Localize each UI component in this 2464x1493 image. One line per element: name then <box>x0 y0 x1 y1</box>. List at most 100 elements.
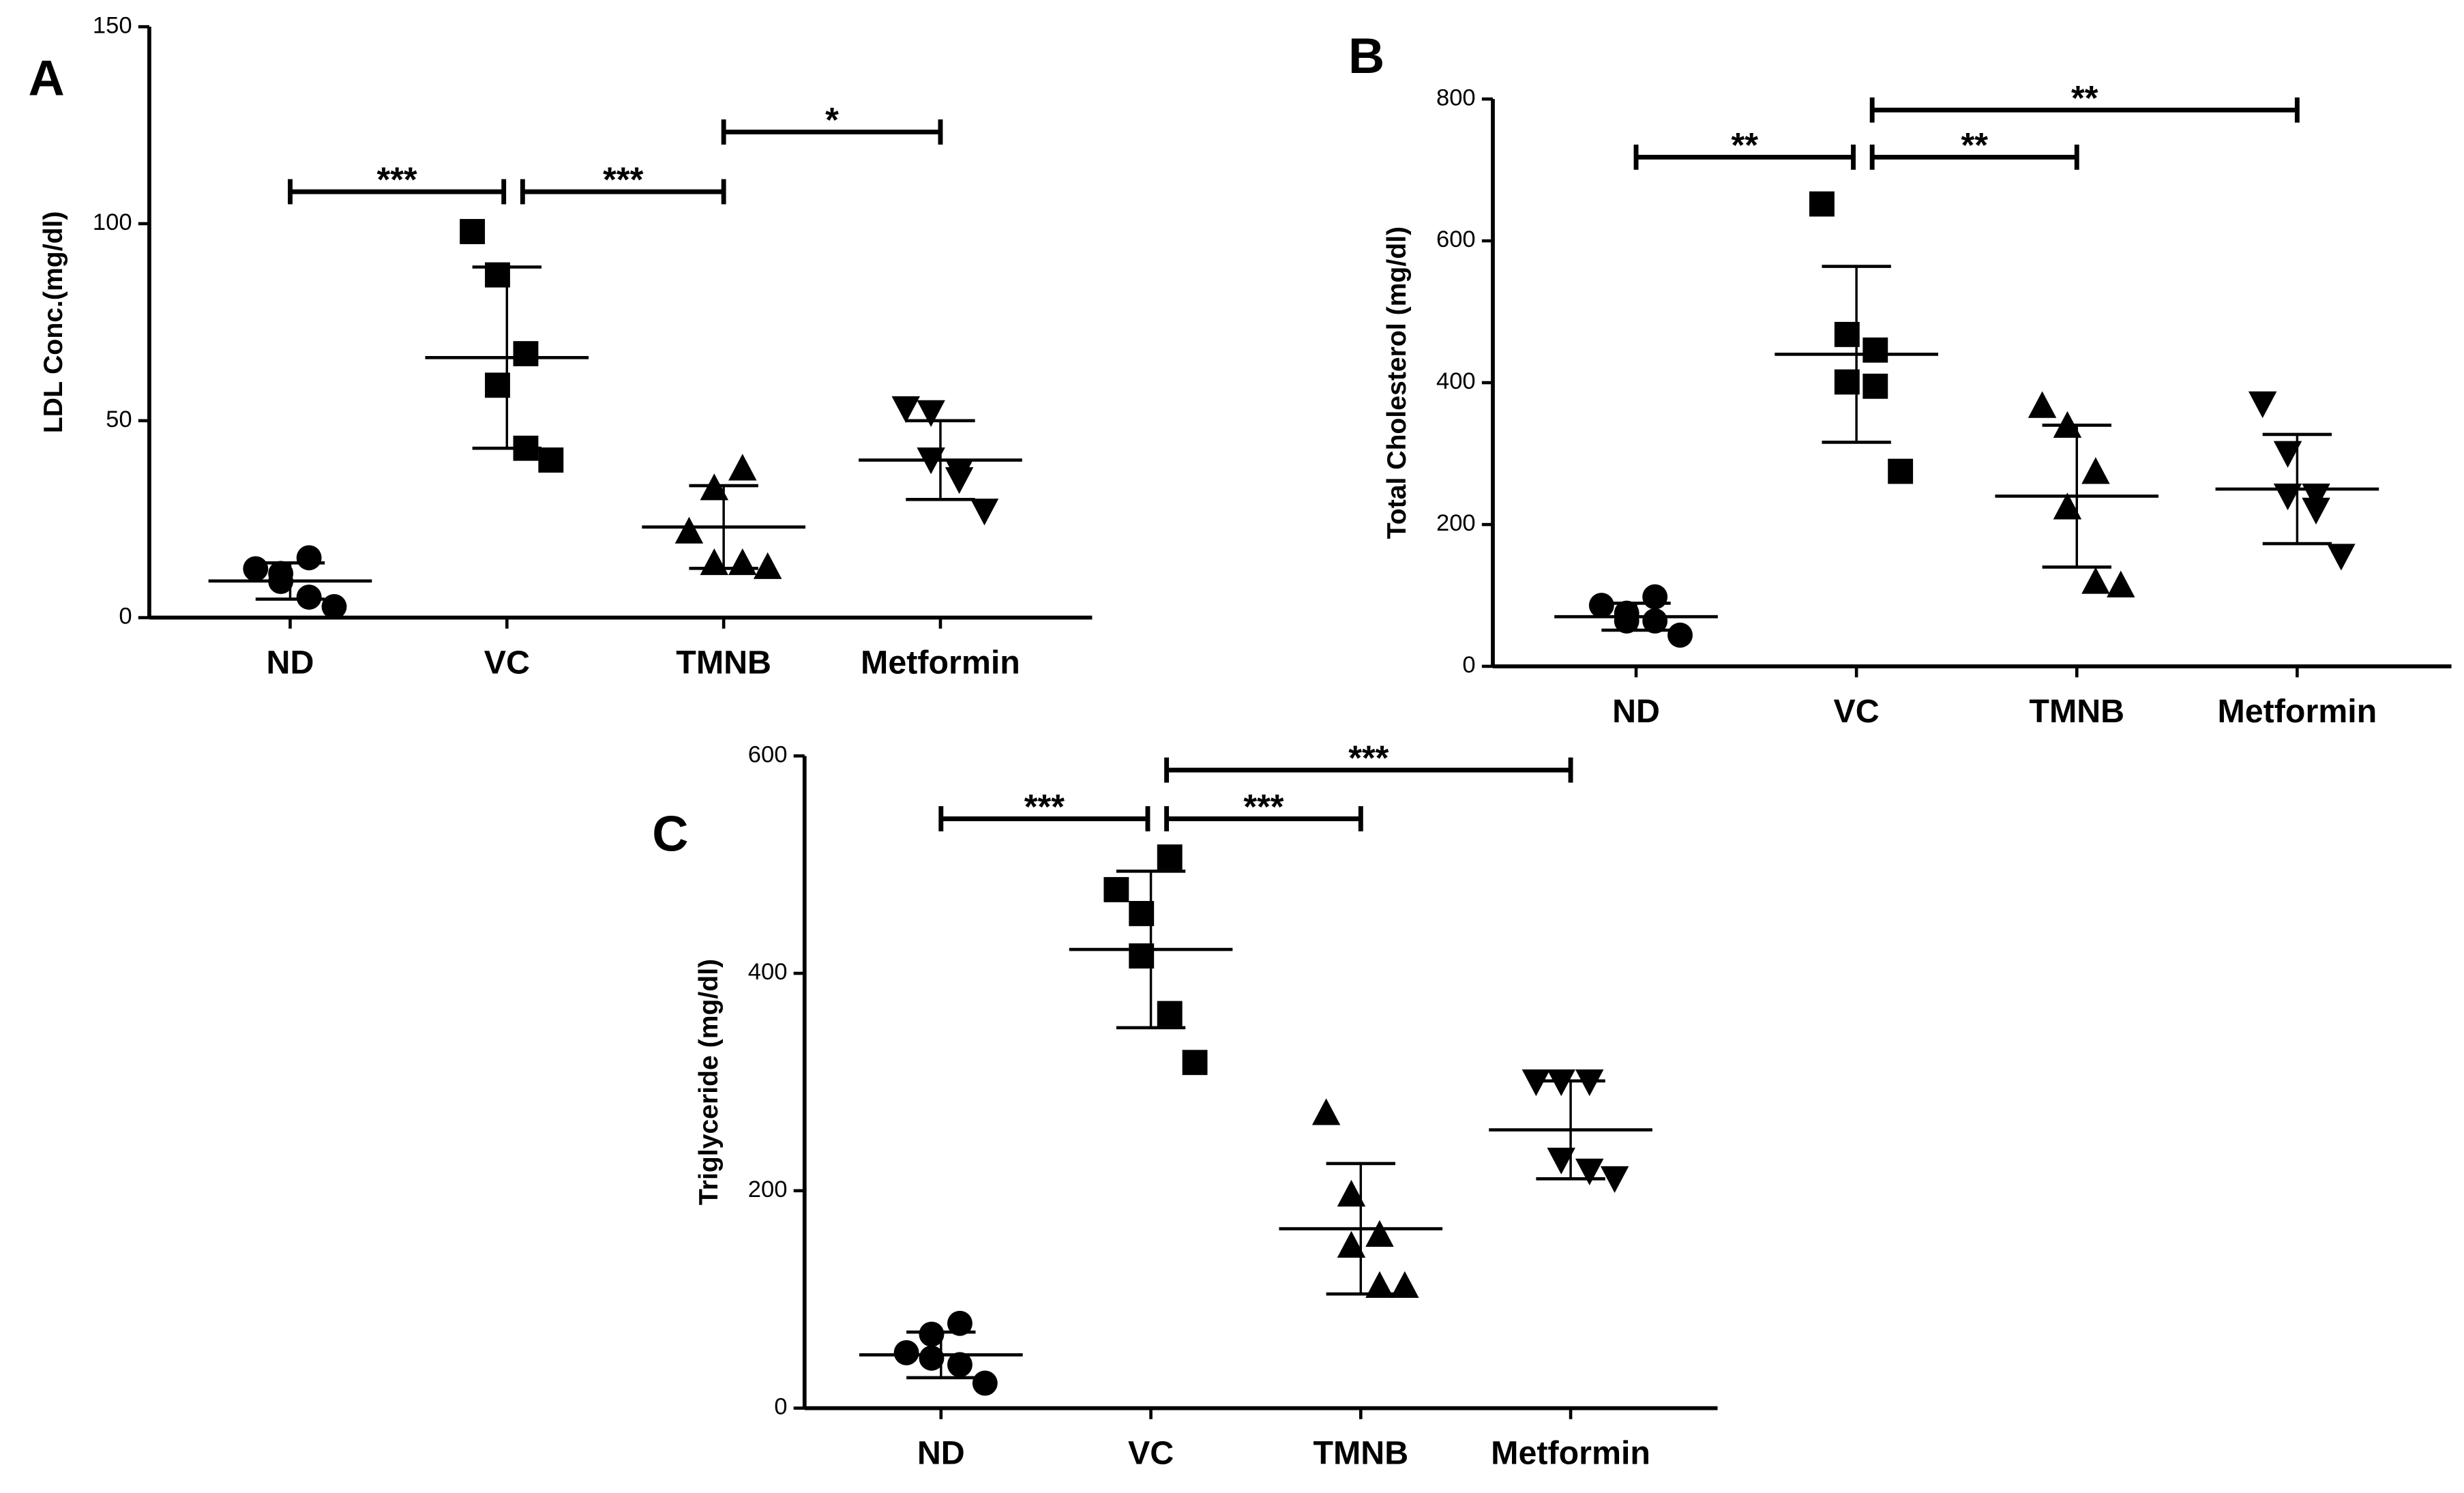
data-point <box>2327 544 2356 571</box>
data-point <box>1311 1098 1341 1125</box>
y-tick-label: 0 <box>1462 652 1475 678</box>
data-point <box>2081 567 2110 594</box>
data-point <box>947 1310 973 1336</box>
panel-label: A <box>28 49 64 106</box>
x-tick-label: TMNB <box>676 644 771 681</box>
data-point <box>947 1352 973 1378</box>
y-tick-label: 100 <box>93 209 132 235</box>
significance-label: *** <box>376 160 417 199</box>
data-point <box>460 219 486 244</box>
y-tick-label: 50 <box>106 406 132 432</box>
significance-bracket <box>1633 144 1856 170</box>
data-point <box>2107 570 2135 597</box>
data-point <box>2028 391 2057 418</box>
data-point <box>1522 1069 1551 1097</box>
significance-label: *** <box>1348 739 1389 778</box>
y-axis-label: Total Cholesterol (mg/dl) <box>1382 226 1412 539</box>
data-point <box>1103 876 1129 902</box>
panel-label: B <box>1348 27 1384 84</box>
y-tick-label: 400 <box>1436 368 1476 394</box>
data-point <box>2081 457 2110 484</box>
x-tick-label: VC <box>484 644 530 681</box>
y-tick-label: 600 <box>748 741 788 767</box>
data-point <box>1157 1001 1183 1026</box>
data-point <box>321 593 347 619</box>
x-tick-label: Metformin <box>2217 693 2377 730</box>
data-point <box>538 447 564 473</box>
significance-bracket <box>721 119 943 145</box>
significance-bracket <box>1164 806 1363 831</box>
x-tick-label: ND <box>1612 693 1660 730</box>
data-point <box>970 499 999 526</box>
data-point <box>1588 593 1614 618</box>
significance-label: *** <box>603 160 643 199</box>
data-point <box>243 556 269 582</box>
data-point <box>1337 1230 1366 1258</box>
y-axis-label: LDL Conc.(mg/dl) <box>39 211 68 434</box>
data-point <box>945 459 974 486</box>
y-tick-label: 600 <box>1436 226 1476 252</box>
x-tick-label: TMNB <box>2029 693 2124 730</box>
data-point <box>1157 844 1183 870</box>
y-tick-label: 0 <box>774 1394 787 1420</box>
data-point <box>728 548 757 576</box>
significance-bracket <box>938 806 1151 831</box>
significance-bracket <box>1869 144 2079 170</box>
significance-label: *** <box>1024 787 1065 826</box>
y-tick-label: 200 <box>748 1177 788 1202</box>
data-point <box>1337 1179 1366 1207</box>
data-point <box>919 1345 945 1371</box>
data-point <box>2248 391 2277 419</box>
data-point <box>296 545 322 571</box>
panel-label: C <box>652 805 688 862</box>
y-tick-label: 150 <box>93 12 132 38</box>
significance-bracket <box>1869 97 2300 123</box>
data-point <box>513 341 539 367</box>
data-point <box>1862 337 1888 363</box>
significance-bracket <box>288 179 507 205</box>
data-point <box>1391 1271 1419 1298</box>
data-point <box>2302 497 2330 524</box>
significance-bracket <box>520 179 726 205</box>
data-point <box>1862 373 1888 399</box>
y-tick-label: 0 <box>119 604 132 630</box>
data-point <box>972 1370 998 1396</box>
data-point <box>2273 441 2302 468</box>
y-tick-label: 400 <box>748 959 788 985</box>
y-axis-label: Triglyceride (mg/dl) <box>694 959 724 1205</box>
x-tick-label: TMNB <box>1313 1434 1408 1471</box>
data-point <box>1575 1158 1604 1185</box>
data-point <box>728 454 757 481</box>
data-point <box>1642 608 1668 634</box>
data-point <box>891 396 920 424</box>
x-tick-label: ND <box>917 1434 965 1471</box>
data-point <box>1365 1271 1394 1298</box>
data-point <box>917 400 945 427</box>
data-point <box>296 585 322 610</box>
data-point <box>1600 1166 1629 1194</box>
data-point <box>1547 1069 1575 1097</box>
data-point <box>1809 191 1835 217</box>
data-point <box>1667 622 1693 648</box>
y-tick-label: 200 <box>1436 510 1476 536</box>
significance-bracket <box>1164 757 1573 783</box>
x-tick-label: Metformin <box>861 644 1020 681</box>
data-point <box>1642 584 1668 610</box>
significance-label: ** <box>2071 78 2098 117</box>
data-point <box>1547 1147 1575 1174</box>
significance-label: ** <box>1732 125 1759 164</box>
data-point <box>753 552 782 579</box>
data-point <box>1575 1069 1604 1097</box>
significance-label: ** <box>1961 125 1988 164</box>
x-tick-label: VC <box>1834 693 1880 730</box>
x-tick-label: Metformin <box>1491 1434 1650 1471</box>
data-point <box>1888 458 1914 484</box>
data-point <box>1365 1219 1394 1247</box>
data-point <box>2053 492 2082 520</box>
significance-label: * <box>825 100 839 139</box>
data-point <box>919 1321 945 1347</box>
data-point <box>1182 1050 1208 1076</box>
x-tick-label: ND <box>267 644 314 681</box>
data-point <box>893 1340 919 1365</box>
